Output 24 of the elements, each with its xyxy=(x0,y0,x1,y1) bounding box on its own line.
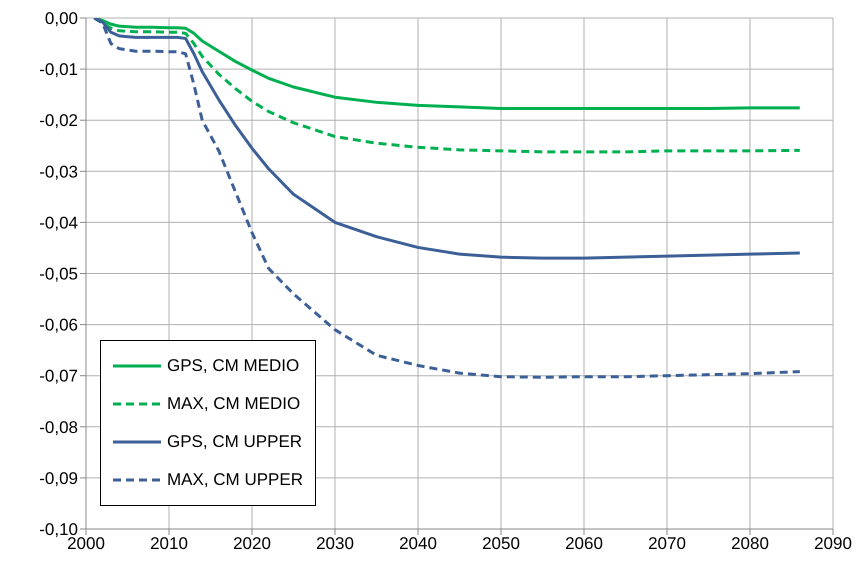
x-tick-label: 2070 xyxy=(648,534,686,554)
legend-label: GPS, CM MEDIO xyxy=(167,356,300,376)
y-tick-label: -0,08 xyxy=(39,418,78,437)
y-tick-label: -0,02 xyxy=(39,111,78,130)
x-tick-label: 2010 xyxy=(150,534,188,554)
y-tick-label: 0,00 xyxy=(44,9,78,28)
legend-label: GPS, CM UPPER xyxy=(167,432,302,452)
x-tick-label: 2090 xyxy=(814,534,852,554)
x-tick-label: 2050 xyxy=(482,534,520,554)
x-tick-label: 2020 xyxy=(233,534,271,554)
x-tick-label: 2060 xyxy=(565,534,603,554)
y-tick-label: -0,04 xyxy=(39,213,78,232)
x-tick-label: 2000 xyxy=(67,534,105,554)
legend-label: MAX, CM UPPER xyxy=(167,470,304,490)
y-tick-label: -0,06 xyxy=(39,316,78,335)
y-tick-label: -0,05 xyxy=(39,264,78,284)
x-tick-label: 2080 xyxy=(731,534,769,554)
y-tick-label: -0,07 xyxy=(39,366,78,386)
x-tick-label: 2040 xyxy=(399,534,437,554)
y-tick-label: -0,01 xyxy=(39,60,78,80)
y-tick-label: -0,09 xyxy=(39,468,78,488)
x-tick-label: 2030 xyxy=(316,534,354,554)
legend-label: MAX, CM MEDIO xyxy=(167,394,300,414)
y-tick-label: -0,03 xyxy=(39,162,78,182)
